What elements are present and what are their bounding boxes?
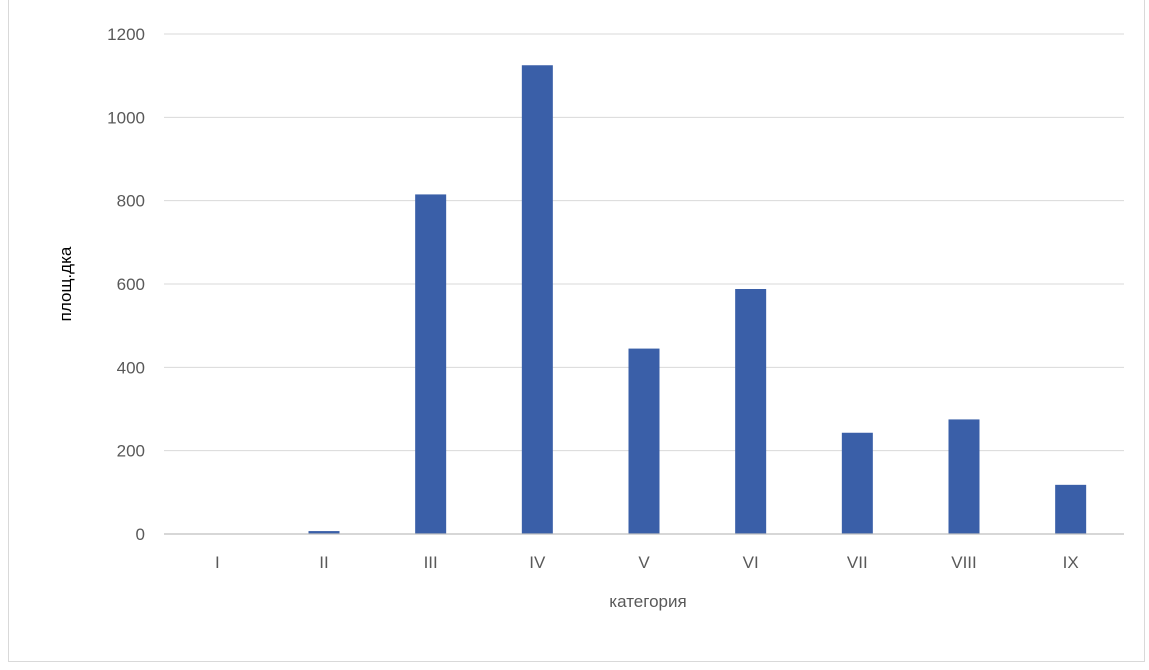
y-tick-label: 0: [136, 525, 145, 544]
bar-V: [628, 348, 660, 534]
y-tick-label: 200: [117, 442, 145, 461]
x-tick-label: VI: [743, 553, 759, 572]
bar-VI: [735, 289, 767, 534]
x-tick-labels: I II III IV V VI VII VIII IX: [215, 553, 1079, 572]
x-tick-label: VIII: [951, 553, 977, 572]
x-tick-label: III: [424, 553, 438, 572]
x-tick-label: V: [638, 553, 650, 572]
bar-IV: [521, 65, 553, 534]
y-tick-labels: 0 200 400 600 800 1000 1200: [107, 25, 145, 544]
bar-VIII: [948, 419, 980, 534]
bar-VII: [841, 432, 873, 534]
bars: [308, 65, 1087, 534]
bar-IX: [1055, 484, 1087, 534]
chart-frame: [8, 0, 1145, 662]
x-tick-label: I: [215, 553, 220, 572]
bar-II: [308, 531, 340, 534]
y-tick-label: 600: [117, 275, 145, 294]
x-tick-label: IV: [529, 553, 546, 572]
x-tick-label: II: [319, 553, 328, 572]
y-axis-title: площ.дка: [56, 246, 75, 321]
y-tick-label: 1200: [107, 25, 145, 44]
x-tick-label: VII: [847, 553, 868, 572]
x-axis-title: категория: [609, 592, 686, 611]
y-tick-label: 1000: [107, 108, 145, 127]
bar-III: [415, 194, 447, 534]
y-tick-label: 400: [117, 358, 145, 377]
y-tick-label: 800: [117, 192, 145, 211]
x-tick-label: IX: [1063, 553, 1079, 572]
